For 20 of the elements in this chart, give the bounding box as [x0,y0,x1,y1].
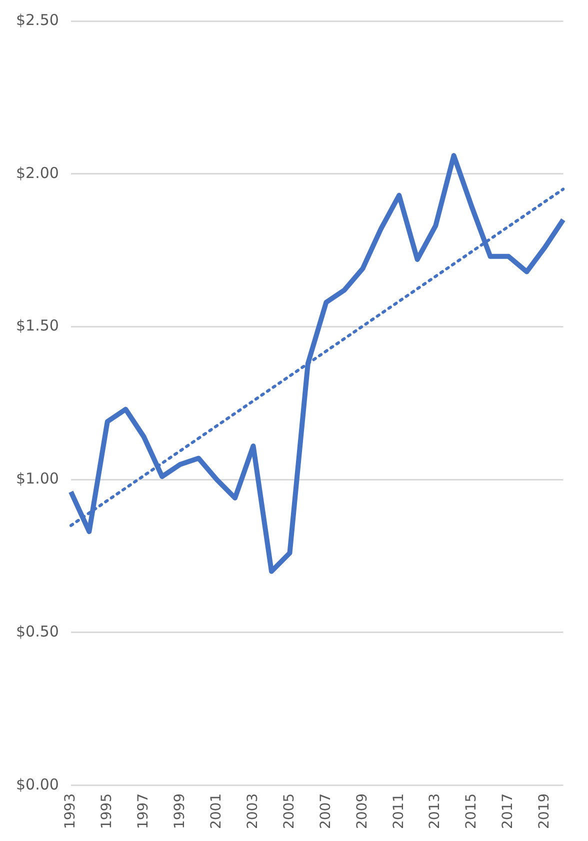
y-tick-label: $1.00 [16,470,59,488]
x-tick-label: 1993 [62,793,79,830]
y-tick-label: $1.50 [16,316,59,335]
x-tick-label: 2001 [208,793,224,830]
x-tick-label: 2015 [464,793,480,830]
y-tick-label: $2.00 [16,164,59,182]
x-tick-label: 1995 [99,793,116,830]
x-tick-label: 2007 [318,793,334,830]
x-tick-label: 2005 [281,793,298,830]
y-tick-label: $2.50 [16,10,59,29]
y-tick-label: $0.50 [16,622,59,640]
x-tick-label: 2017 [500,793,516,830]
x-tick-label: 1999 [172,793,188,830]
x-tick-label: 2011 [390,793,407,830]
y-tick-label: $0.00 [16,775,59,794]
x-tick-label: 2013 [427,793,444,830]
x-tick-label: 2009 [354,793,370,830]
x-tick-label: 2019 [536,793,553,830]
x-tick-label: 1997 [136,793,152,830]
x-tick-label: 2003 [244,793,261,830]
